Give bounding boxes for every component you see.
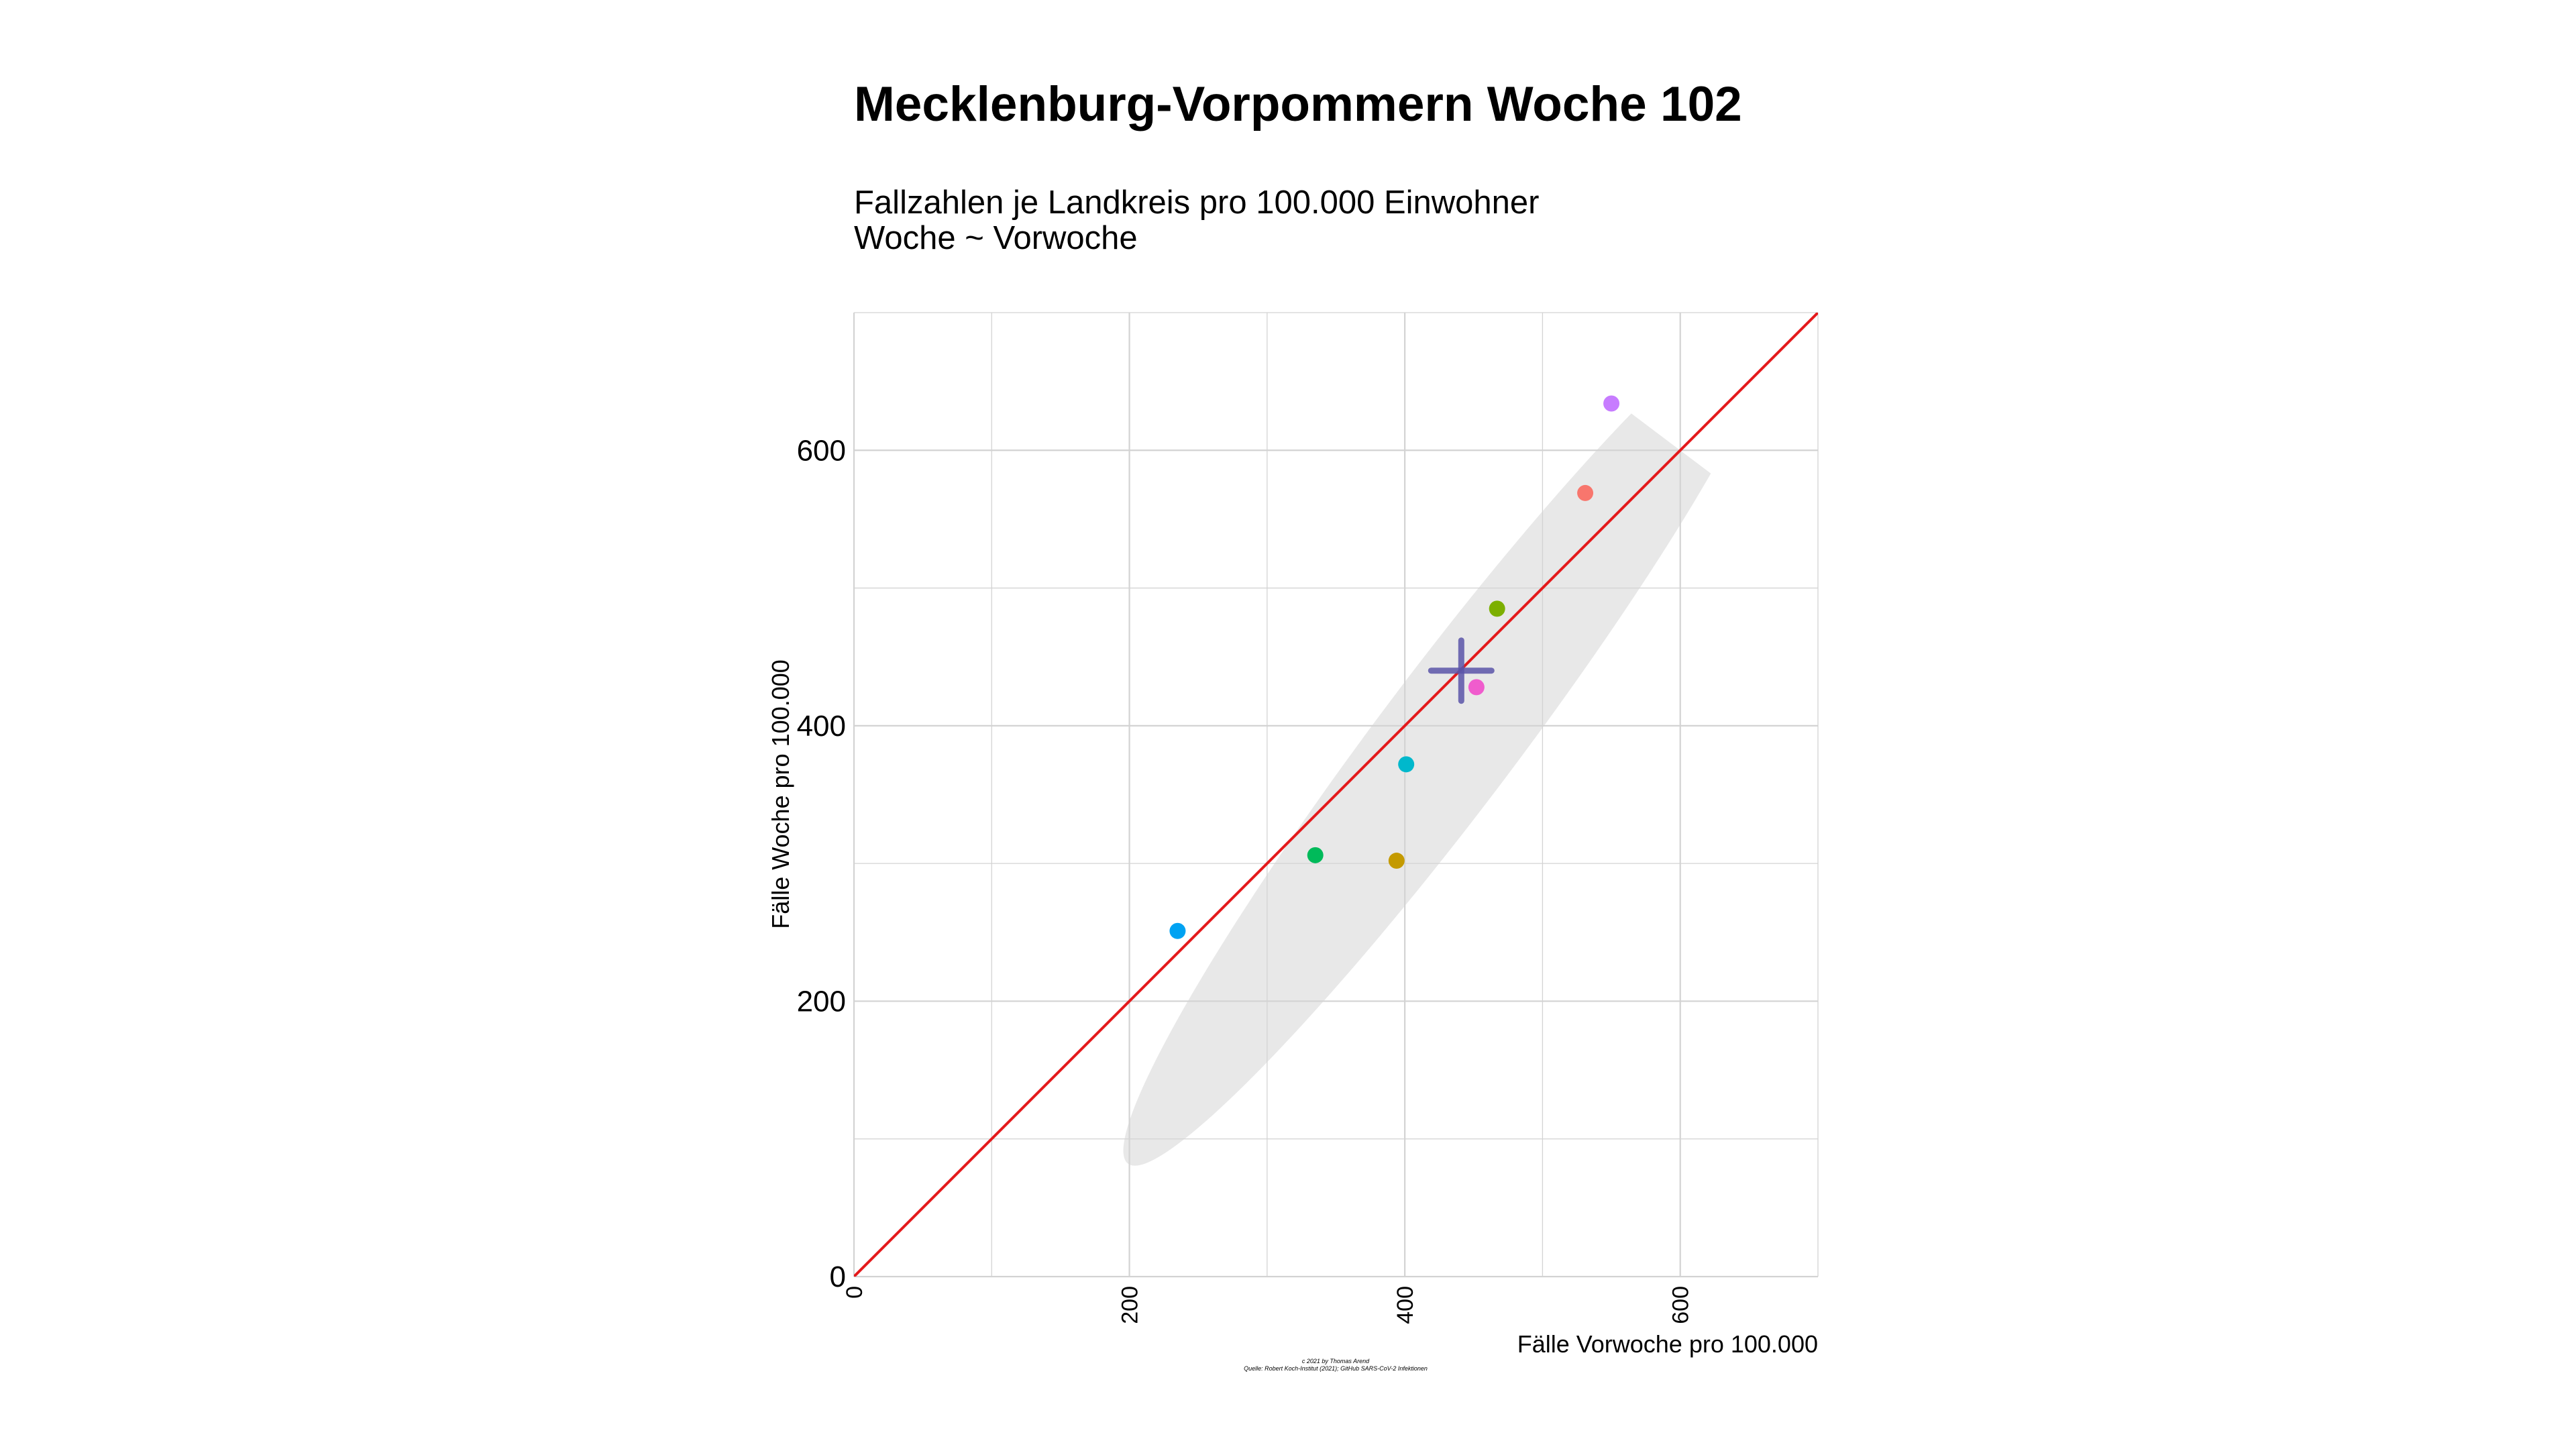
x-tick-labels: 0 200 400 600: [842, 1286, 1694, 1324]
reference-line-layer: [854, 313, 1818, 1277]
caption-line-1: c 2021 by Thomas Arend: [1302, 1358, 1370, 1364]
data-point: [1468, 679, 1485, 696]
y-tick-label: 400: [797, 710, 846, 743]
y-axis-label: Fälle Woche pro 100.000: [767, 659, 794, 929]
mean-marker-layer: [1428, 637, 1495, 704]
x-tick-label: 400: [1393, 1286, 1418, 1324]
data-point: [1398, 756, 1415, 773]
data-point: [1489, 600, 1505, 617]
y-tick-labels: 0 200 400 600: [797, 434, 846, 1293]
x-tick-label: 0: [842, 1286, 867, 1299]
chart-subtitle-line-2: Woche ~ Vorwoche: [854, 220, 1138, 256]
y-tick-label: 600: [797, 434, 846, 467]
chart-title: Mecklenburg-Vorpommern Woche 102: [854, 77, 1742, 131]
confidence-ellipse-layer: [1123, 310, 1775, 1166]
x-tick-label: 200: [1118, 1286, 1143, 1324]
data-point: [1603, 395, 1620, 412]
x-axis-label: Fälle Vorwoche pro 100.000: [1517, 1330, 1818, 1358]
caption-line-2: Quelle: Robert Koch-Institut (2021); Git…: [1244, 1365, 1428, 1372]
points-layer: [1169, 395, 1620, 939]
chart-subtitle-line-1: Fallzahlen je Landkreis pro 100.000 Einw…: [854, 184, 1540, 221]
y-tick-label: 0: [830, 1260, 846, 1293]
confidence-ellipse: [1123, 310, 1775, 1166]
y-tick-label: 200: [797, 985, 846, 1018]
reference-line: [854, 313, 1818, 1277]
data-point: [1577, 484, 1594, 501]
data-point: [1169, 922, 1186, 939]
data-point: [1307, 847, 1324, 863]
grid-layer: [853, 312, 1819, 1278]
data-point: [1388, 853, 1405, 869]
x-tick-label: 600: [1668, 1286, 1694, 1324]
